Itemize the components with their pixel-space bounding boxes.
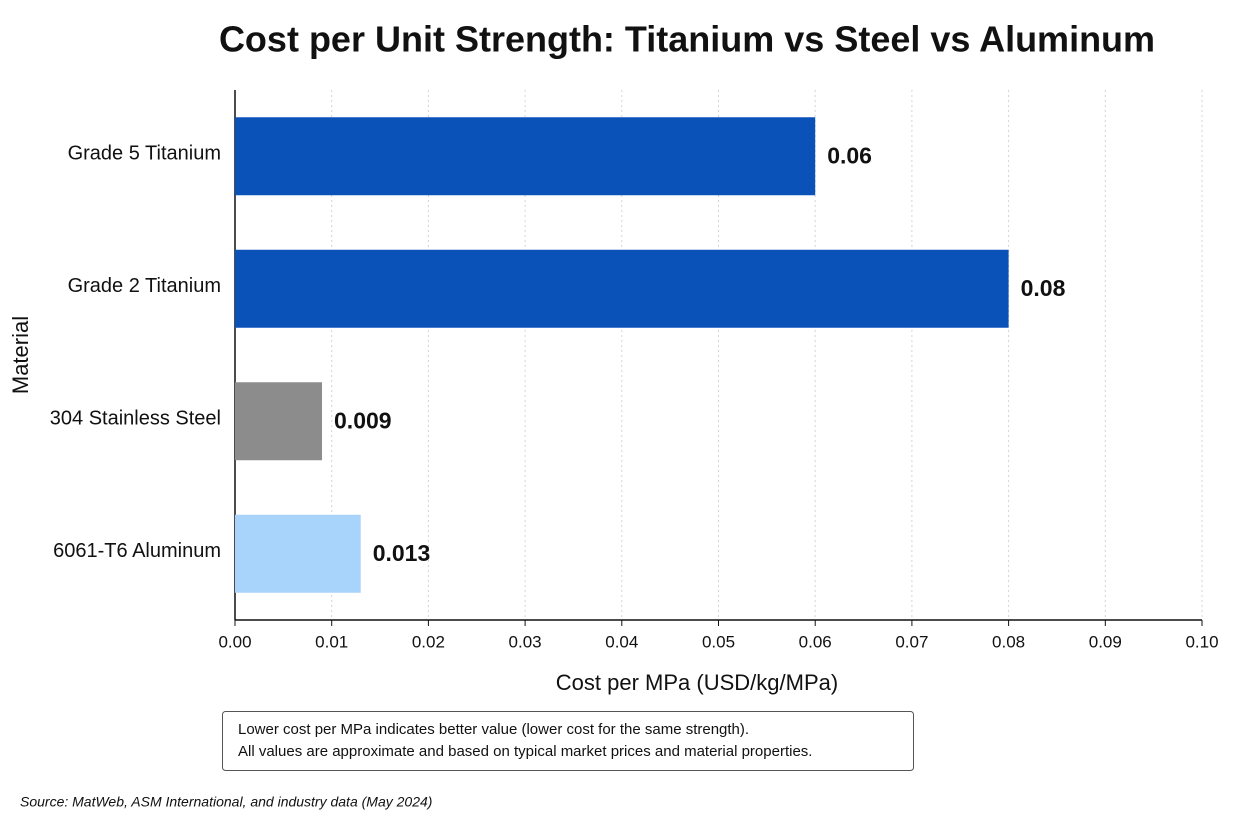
bar: [235, 382, 323, 461]
bar: [235, 514, 361, 593]
notes-box: [222, 711, 914, 771]
y-tick-label: Grade 2 Titanium: [68, 275, 221, 297]
y-tick-label: 304 Stainless Steel: [50, 408, 221, 430]
value-label: 0.009: [334, 407, 392, 433]
source: Source: MatWeb, ASM International, and i…: [20, 794, 432, 810]
x-tick-label: 0.01: [315, 632, 348, 651]
y-axis-label: Material: [8, 316, 33, 394]
y-tick-label: 6061-T6 Aluminum: [53, 540, 221, 562]
x-tick-label: 0.04: [605, 632, 638, 651]
x-tick-label: 0.07: [895, 632, 928, 651]
x-axis-label: Cost per MPa (USD/kg/MPa): [556, 670, 838, 695]
x-tick-label: 0.09: [1089, 632, 1122, 651]
value-label: 0.013: [373, 540, 431, 566]
x-tick-label: 0.02: [412, 632, 445, 651]
x-tick-label: 0.08: [992, 632, 1025, 651]
x-tick-label: 0.06: [799, 632, 832, 651]
x-tick-label: 0.05: [702, 632, 735, 651]
value-label: 0.08: [1021, 275, 1066, 301]
x-tick-label: 0.00: [218, 632, 251, 651]
x-tick-label: 0.03: [509, 632, 542, 651]
bar: [235, 249, 1009, 328]
note: Lower cost per MPa indicates better valu…: [238, 721, 749, 738]
y-tick-label: Grade 5 Titanium: [68, 143, 221, 165]
chart-title: Cost per Unit Strength: Titanium vs Stee…: [219, 19, 1155, 60]
bar: [235, 117, 816, 196]
note: All values are approximate and based on …: [238, 743, 812, 760]
value-label: 0.06: [827, 142, 872, 168]
x-tick-label: 0.10: [1185, 632, 1218, 651]
